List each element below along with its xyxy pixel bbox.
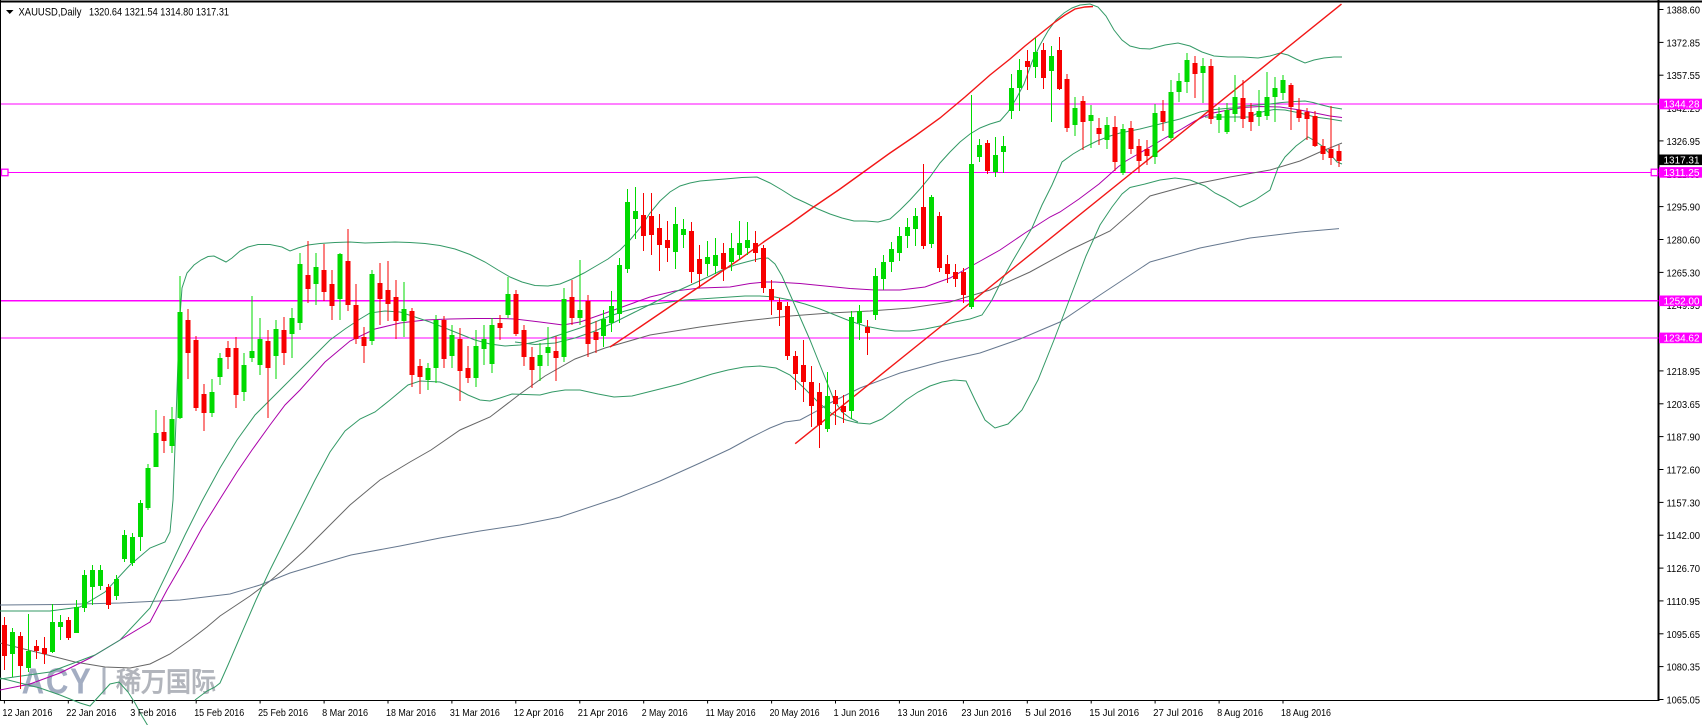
- svg-text:13 Jun 2016: 13 Jun 2016: [897, 708, 947, 719]
- svg-text:1126.70: 1126.70: [1667, 564, 1701, 575]
- svg-text:1320.64 1321.54 1314.80 1317.3: 1320.64 1321.54 1314.80 1317.31: [89, 7, 229, 19]
- svg-text:1265.30: 1265.30: [1667, 268, 1701, 279]
- svg-text:31 Mar 2016: 31 Mar 2016: [450, 708, 500, 719]
- svg-text:1203.65: 1203.65: [1667, 400, 1701, 411]
- svg-text:27 Jul 2016: 27 Jul 2016: [1153, 708, 1203, 719]
- svg-text:8 Aug 2016: 8 Aug 2016: [1217, 708, 1263, 719]
- svg-text:1110.95: 1110.95: [1667, 597, 1701, 608]
- svg-text:23 Jun 2016: 23 Jun 2016: [961, 708, 1011, 719]
- svg-text:1311.25: 1311.25: [1664, 168, 1701, 179]
- svg-text:12 Jan 2016: 12 Jan 2016: [2, 708, 52, 719]
- svg-text:18 Mar 2016: 18 Mar 2016: [386, 708, 436, 719]
- svg-text:1342.25: 1342.25: [1667, 104, 1701, 115]
- svg-text:1249.95: 1249.95: [1667, 301, 1701, 312]
- svg-text:21 Apr 2016: 21 Apr 2016: [578, 708, 628, 719]
- svg-text:1080.35: 1080.35: [1667, 663, 1701, 674]
- svg-text:1326.95: 1326.95: [1667, 137, 1701, 148]
- svg-text:15 Feb 2016: 15 Feb 2016: [194, 708, 244, 719]
- svg-text:1095.65: 1095.65: [1667, 630, 1701, 641]
- svg-text:1280.60: 1280.60: [1667, 236, 1701, 247]
- svg-text:11 May 2016: 11 May 2016: [706, 708, 756, 719]
- svg-text:1187.90: 1187.90: [1667, 433, 1701, 444]
- svg-text:1344.28: 1344.28: [1664, 100, 1701, 111]
- svg-text:1252.00: 1252.00: [1664, 296, 1701, 307]
- svg-text:稀万国际: 稀万国际: [116, 668, 216, 698]
- svg-text:8 Mar 2016: 8 Mar 2016: [322, 708, 368, 719]
- svg-text:22 Jan 2016: 22 Jan 2016: [66, 708, 116, 719]
- svg-text:1234.62: 1234.62: [1664, 334, 1700, 345]
- svg-text:3 Feb 2016: 3 Feb 2016: [130, 708, 176, 719]
- svg-text:15 Jul 2016: 15 Jul 2016: [1089, 708, 1139, 719]
- svg-text:20 May 2016: 20 May 2016: [770, 708, 820, 719]
- svg-text:18 Aug 2016: 18 Aug 2016: [1281, 708, 1331, 719]
- svg-text:1317.31: 1317.31: [1664, 155, 1700, 166]
- svg-text:1388.60: 1388.60: [1667, 6, 1701, 17]
- svg-text:XAUUSD,Daily: XAUUSD,Daily: [19, 7, 82, 19]
- svg-text:1357.55: 1357.55: [1667, 71, 1701, 82]
- svg-text:1372.85: 1372.85: [1667, 38, 1701, 49]
- svg-text:ACY: ACY: [22, 661, 93, 702]
- svg-text:1218.95: 1218.95: [1667, 367, 1701, 378]
- svg-text:1065.05: 1065.05: [1667, 696, 1701, 707]
- svg-text:2 May 2016: 2 May 2016: [642, 708, 688, 719]
- svg-text:25 Feb 2016: 25 Feb 2016: [258, 708, 308, 719]
- svg-text:1142.00: 1142.00: [1667, 531, 1701, 542]
- svg-text:12 Apr 2016: 12 Apr 2016: [514, 708, 564, 719]
- svg-text:1 Jun 2016: 1 Jun 2016: [834, 708, 880, 719]
- svg-text:1295.90: 1295.90: [1667, 203, 1701, 214]
- svg-text:5 Jul 2016: 5 Jul 2016: [1025, 708, 1071, 719]
- svg-text:1157.30: 1157.30: [1667, 498, 1701, 509]
- svg-text:1172.60: 1172.60: [1667, 466, 1701, 477]
